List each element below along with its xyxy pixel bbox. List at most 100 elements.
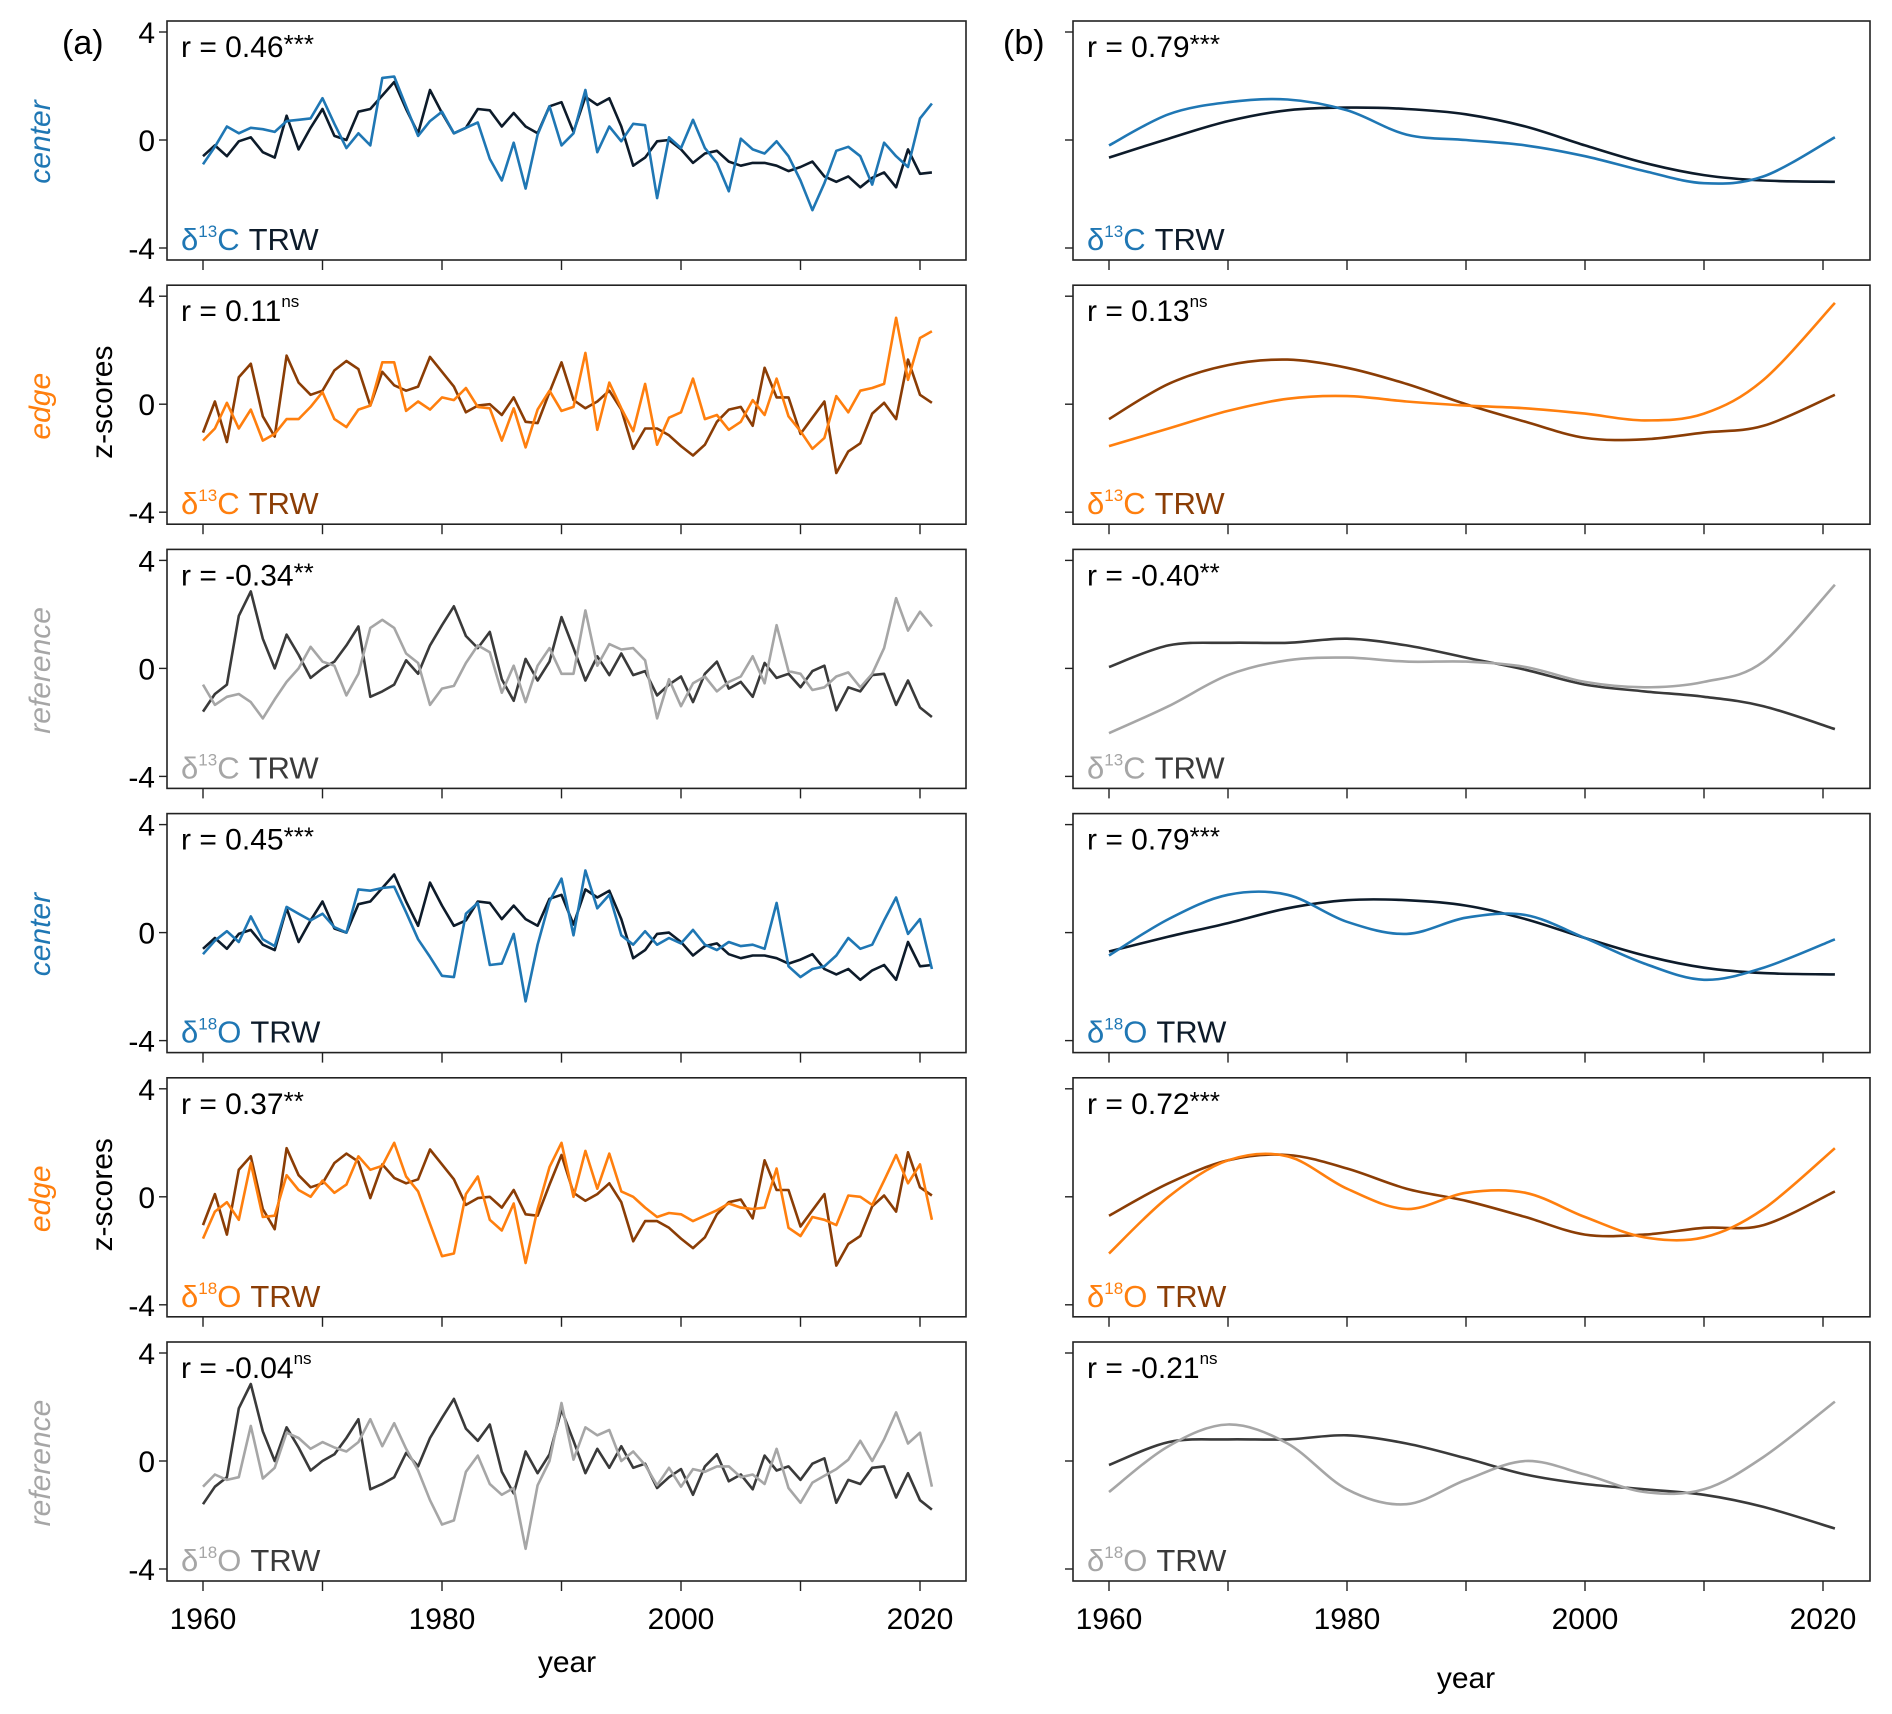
- isotope-annual-line: [202, 1401, 934, 1551]
- significance-marker: **: [294, 557, 314, 587]
- series-legend: δ13C TRW: [181, 486, 319, 521]
- x-tick-label: 1980: [1314, 1603, 1381, 1636]
- legend-isotope-mass: 13: [198, 486, 217, 505]
- legend-isotope-delta: δ: [1087, 222, 1104, 257]
- y-axis-title: z-scores: [86, 1138, 119, 1251]
- x-tick-label: 1980: [409, 1603, 476, 1636]
- legend-isotope-mass: 18: [1104, 1015, 1123, 1034]
- correlation-label: r = 0.45***: [181, 822, 314, 857]
- correlation-value: r = -0.04: [181, 1352, 294, 1385]
- series-legend: δ18O TRW: [181, 1543, 321, 1578]
- correlation-value: r = 0.79: [1087, 31, 1190, 64]
- correlation-value: r = -0.21: [1087, 1352, 1200, 1385]
- legend-isotope-delta: δ: [1087, 750, 1104, 785]
- correlation-label: r = -0.34**: [181, 557, 314, 592]
- panel-a-4: 4 0 -4 r = 0.45*** δ18O TRW: [128, 810, 967, 1063]
- correlation-value: r = -0.40: [1087, 559, 1200, 592]
- x-axis-title-a: year: [538, 1646, 596, 1679]
- isotope-annual-line: [201, 1141, 934, 1265]
- series-legend: δ18O TRW: [1087, 1543, 1227, 1578]
- correlation-label: r = 0.13ns: [1087, 292, 1208, 328]
- correlation-label: r = -0.40**: [1087, 557, 1220, 592]
- legend-isotope-element: O: [217, 1543, 241, 1578]
- significance-marker: ns: [294, 1349, 312, 1368]
- panel-a-1: 4 0 -4 r = 0.46*** δ13C TRW: [128, 17, 967, 270]
- y-tick-label: 4: [138, 17, 155, 50]
- series-legend: δ13C TRW: [1087, 750, 1225, 785]
- legend-isotope-element: C: [217, 486, 239, 521]
- correlation-label: r = -0.04ns: [181, 1349, 312, 1385]
- significance-marker: ***: [284, 29, 314, 59]
- x-tick-label: 2000: [648, 1603, 715, 1636]
- panel-label-b: (b): [1003, 24, 1045, 62]
- panel-b-1: r = 0.79*** δ13C TRW: [1065, 20, 1871, 270]
- y-tick-label: -4: [128, 497, 155, 530]
- legend-isotope-element: O: [1123, 1015, 1147, 1050]
- correlation-value: r = 0.45: [181, 824, 284, 857]
- legend-isotope-delta: δ: [181, 486, 198, 521]
- legend-trw: TRW: [250, 1543, 321, 1578]
- trw-annual-line: [201, 590, 933, 719]
- legend-isotope-element: C: [1123, 222, 1145, 257]
- panel-label-a: (a): [62, 24, 104, 62]
- y-tick-label: 0: [138, 653, 155, 686]
- significance-marker: **: [284, 1086, 304, 1116]
- legend-isotope-element: O: [1123, 1279, 1147, 1314]
- isotope-smoothed-line: [1108, 890, 1836, 982]
- panel-b-4: r = 0.79*** δ18O TRW: [1065, 812, 1871, 1063]
- legend-isotope-mass: 18: [198, 1543, 217, 1562]
- series-legend: δ13C TRW: [1087, 486, 1225, 521]
- trw-smoothed-line: [1108, 358, 1836, 442]
- legend-trw: TRW: [249, 222, 320, 257]
- series-legend: δ18O TRW: [181, 1015, 321, 1050]
- legend-isotope-mass: 13: [198, 750, 217, 769]
- isotope-smoothed-line: [1108, 1400, 1836, 1506]
- legend-trw: TRW: [1156, 1015, 1227, 1050]
- significance-marker: ***: [1190, 1086, 1220, 1116]
- y-tick-label: -4: [128, 761, 155, 794]
- significance-marker: ***: [1190, 29, 1220, 59]
- correlation-label: r = 0.11ns: [181, 292, 299, 328]
- legend-trw: TRW: [1156, 1543, 1227, 1578]
- trw-annual-line: [202, 80, 933, 189]
- legend-trw: TRW: [250, 1015, 321, 1050]
- legend-isotope-element: O: [217, 1279, 241, 1314]
- y-tick-label: 4: [138, 545, 155, 578]
- row-label-reference: reference: [24, 607, 57, 734]
- legend-isotope-delta: δ: [1087, 1015, 1104, 1050]
- y-tick-label: 0: [138, 125, 155, 158]
- legend-isotope-mass: 13: [1104, 486, 1123, 505]
- correlation-label: r = 0.72***: [1087, 1086, 1220, 1121]
- trw-smoothed-line: [1108, 1433, 1836, 1530]
- series-legend: δ18O TRW: [1087, 1015, 1227, 1050]
- x-tick-label: 2000: [1552, 1603, 1619, 1636]
- y-tick-label: 0: [138, 389, 155, 422]
- panel-a-2: 4 0 -4 r = 0.11ns δ13C TRW: [128, 281, 967, 535]
- y-tick-label: 4: [138, 281, 155, 314]
- isotope-annual-line: [202, 869, 934, 1003]
- row-label-edge: edge: [24, 1165, 57, 1232]
- isotope-annual-line: [201, 596, 933, 720]
- legend-isotope-delta: δ: [181, 1015, 198, 1050]
- series-legend: δ13C TRW: [181, 750, 319, 785]
- correlation-label: r = 0.46***: [181, 29, 314, 64]
- legend-isotope-mass: 18: [1104, 1279, 1123, 1298]
- panel-a-3: 4 0 -4 r = -0.34** δ13C TRW: [128, 545, 967, 799]
- legend-isotope-delta: δ: [181, 1279, 198, 1314]
- trw-annual-line: [202, 873, 933, 982]
- series-legend: δ18O TRW: [181, 1279, 321, 1314]
- significance-marker: ns: [281, 292, 299, 311]
- correlation-value: r = -0.34: [181, 559, 294, 592]
- significance-marker: **: [1200, 557, 1220, 587]
- correlation-value: r = 0.11: [181, 295, 281, 328]
- legend-trw: TRW: [1155, 222, 1226, 257]
- legend-trw: TRW: [249, 750, 320, 785]
- series-legend: δ13C TRW: [1087, 222, 1225, 257]
- legend-trw: TRW: [249, 486, 320, 521]
- x-axis-title-b: year: [1437, 1662, 1495, 1695]
- legend-trw: TRW: [250, 1279, 321, 1314]
- row-label-edge: edge: [24, 373, 57, 440]
- isotope-smoothed-line: [1108, 97, 1836, 185]
